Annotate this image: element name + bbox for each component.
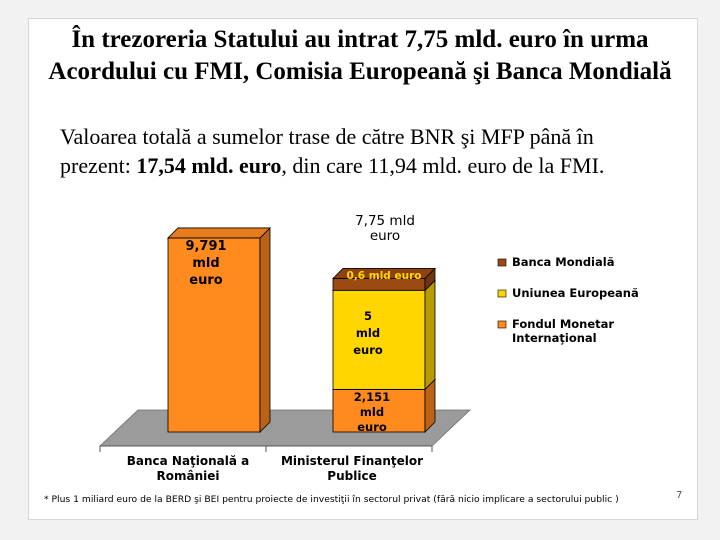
total-label-line: 7,75 mld bbox=[355, 213, 415, 229]
legend-label-line: Internaţional bbox=[512, 331, 597, 345]
data-label-line: euro bbox=[357, 420, 387, 434]
data-label-4: 0,6 mld euro bbox=[347, 270, 422, 282]
bar-fmi-1 bbox=[167, 226, 271, 433]
data-label-line: 9,791 bbox=[185, 239, 226, 254]
title-line-2: Acordului cu FMI, Comisia Europeană şi B… bbox=[48, 58, 672, 85]
bar-side bbox=[259, 226, 271, 433]
slide-title: În trezoreria Statului au intrat 7,75 ml… bbox=[0, 24, 720, 88]
bar-front bbox=[332, 289, 426, 390]
subtitle-post: , din care 11,94 mld. euro de la FMI. bbox=[281, 153, 605, 178]
subtitle-line-1: Valoarea totală a sumelor trase de către… bbox=[60, 124, 594, 149]
data-label-line: mld bbox=[356, 326, 380, 340]
data-label-line: mld bbox=[192, 256, 219, 271]
footnote: * Plus 1 miliard euro de la BERD şi BEI … bbox=[44, 494, 619, 505]
legend-swatch bbox=[497, 320, 507, 329]
legend-item-fmi: Fondul Monetar Internaţional bbox=[497, 317, 614, 345]
total-label-line: euro bbox=[370, 228, 400, 244]
slide-subtitle: Valoarea totală a sumelor trase de către… bbox=[60, 122, 700, 180]
category-label-1: Banca Naţională a României bbox=[127, 454, 250, 483]
category-label-line: Banca Naţională a bbox=[127, 454, 250, 468]
category-label-line: Ministerul Finanţelor bbox=[281, 454, 423, 468]
data-label-line: 2,151 bbox=[354, 390, 390, 404]
data-label-3: 5 mld euro bbox=[353, 309, 383, 357]
category-label-2: Ministerul Finanţelor Publice bbox=[281, 454, 423, 483]
legend-label: Fondul Monetar Internaţional bbox=[512, 317, 614, 345]
data-label-line: euro bbox=[353, 343, 383, 357]
data-label-line: 5 bbox=[364, 309, 372, 323]
subtitle-pre: prezent: bbox=[60, 153, 137, 178]
subtitle-line-2: prezent: 17,54 mld. euro, din care 11,94… bbox=[60, 151, 700, 180]
legend-item-ue: Uniunea Europeană bbox=[497, 286, 639, 300]
data-label-line: mld bbox=[360, 405, 384, 419]
legend-label-line: Fondul Monetar bbox=[512, 317, 614, 331]
legend-label-line: Banca Mondială bbox=[512, 255, 614, 269]
title-line-1: În trezoreria Statului au intrat 7,75 ml… bbox=[71, 26, 649, 53]
data-label-line: 0,6 mld euro bbox=[347, 270, 422, 282]
bar-front bbox=[332, 388, 426, 433]
page-number: 7 bbox=[676, 490, 683, 501]
chart-category-labels: Banca Naţională a României Ministerul Fina… bbox=[127, 454, 423, 483]
legend-item-bm: Banca Mondială bbox=[497, 255, 614, 269]
category-label-line: României bbox=[157, 469, 220, 483]
bar-top bbox=[332, 267, 436, 279]
chart-legend: Banca Mondială Uniunea Europeană Fondul Mo… bbox=[497, 255, 639, 345]
bar-bm-2 bbox=[332, 267, 436, 292]
legend-label: Uniunea Europeană bbox=[512, 286, 639, 300]
bar-side bbox=[424, 279, 436, 391]
chart-bars bbox=[167, 226, 436, 433]
bar-ue-2 bbox=[332, 279, 436, 391]
subtitle-total: 17,54 mld. euro bbox=[136, 153, 282, 178]
legend-label: Banca Mondială bbox=[512, 255, 614, 269]
legend-swatch bbox=[497, 258, 507, 267]
category-label-line: Publice bbox=[327, 469, 376, 483]
total-label: 7,75 mld euro bbox=[355, 213, 415, 244]
bar-top bbox=[167, 227, 271, 239]
data-label-2: 2,151 mld euro bbox=[354, 390, 390, 434]
data-label-1: 9,791 mld euro bbox=[185, 239, 226, 288]
legend-swatch bbox=[497, 289, 507, 298]
data-label-line: euro bbox=[189, 273, 222, 288]
bar-front bbox=[167, 237, 261, 433]
legend-label-line: Uniunea Europeană bbox=[512, 286, 639, 300]
